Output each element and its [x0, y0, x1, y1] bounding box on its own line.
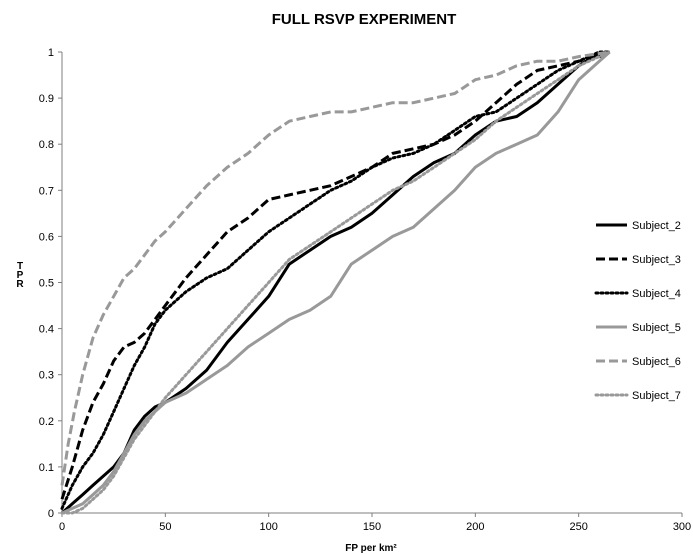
series-line-subject-5 [61, 50, 611, 515]
y-tick-label: 0.4 [39, 324, 54, 336]
axes: 0 0.1 0.2 0.3 0.4 0.5 0.6 0.7 0.8 0.9 1 0 50 100 150 20… [39, 47, 691, 533]
x-axis-label: FP per km² [345, 543, 397, 554]
series-line-subject-6 [60, 50, 610, 486]
series-line-subject-2 [61, 50, 611, 515]
x-tick-label: 300 [673, 521, 691, 533]
legend: Subject_2 Subject_3 Subject_4 Subject_5 Subj… [594, 220, 681, 402]
legend-label: Subject_5 [632, 322, 681, 334]
y-tick-label: 0.7 [39, 185, 54, 197]
y-tick-label: 0.1 [39, 462, 54, 474]
y-axis-label-letter: T [17, 261, 23, 272]
legend-item: Subject_6 [596, 356, 681, 368]
x-tick-label: 200 [466, 521, 484, 533]
series-line-subject-4 [60, 50, 612, 510]
y-tick-label: 0 [48, 508, 54, 520]
y-tick-label: 0.5 [39, 278, 54, 290]
legend-item: Subject_5 [596, 322, 681, 334]
x-tick-label: 50 [159, 521, 171, 533]
x-tick-label: 0 [59, 521, 65, 533]
legend-item: Subject_2 [596, 220, 681, 232]
x-tick-label: 150 [363, 521, 381, 533]
legend-label: Subject_3 [632, 254, 681, 266]
y-tick-label: 0.3 [39, 370, 54, 382]
series-line-subject-3 [60, 50, 611, 500]
y-tick-label: 0.6 [39, 231, 54, 243]
legend-item: Subject_3 [596, 254, 681, 266]
y-tick-label: 0.9 [39, 93, 54, 105]
y-tick-label: 0.2 [39, 416, 54, 428]
legend-item: Subject_4 [594, 288, 681, 300]
legend-label: Subject_4 [632, 288, 681, 300]
y-axis-label-letter: P [17, 270, 24, 281]
x-tick-label: 100 [259, 521, 277, 533]
series-lines [60, 50, 612, 515]
legend-label: Subject_2 [632, 220, 681, 232]
legend-label: Subject_7 [632, 390, 681, 402]
y-tick-label: 1 [48, 47, 54, 59]
chart-title: FULL RSVP EXPERIMENT [272, 11, 456, 28]
y-axis-label-letter: R [16, 279, 24, 290]
x-tick-label: 250 [569, 521, 587, 533]
legend-item: Subject_7 [594, 390, 681, 402]
series-line-subject-7 [60, 50, 612, 515]
y-tick-label: 0.8 [39, 139, 54, 151]
legend-label: Subject_6 [632, 356, 681, 368]
y-axis-label: TPR [16, 261, 24, 290]
